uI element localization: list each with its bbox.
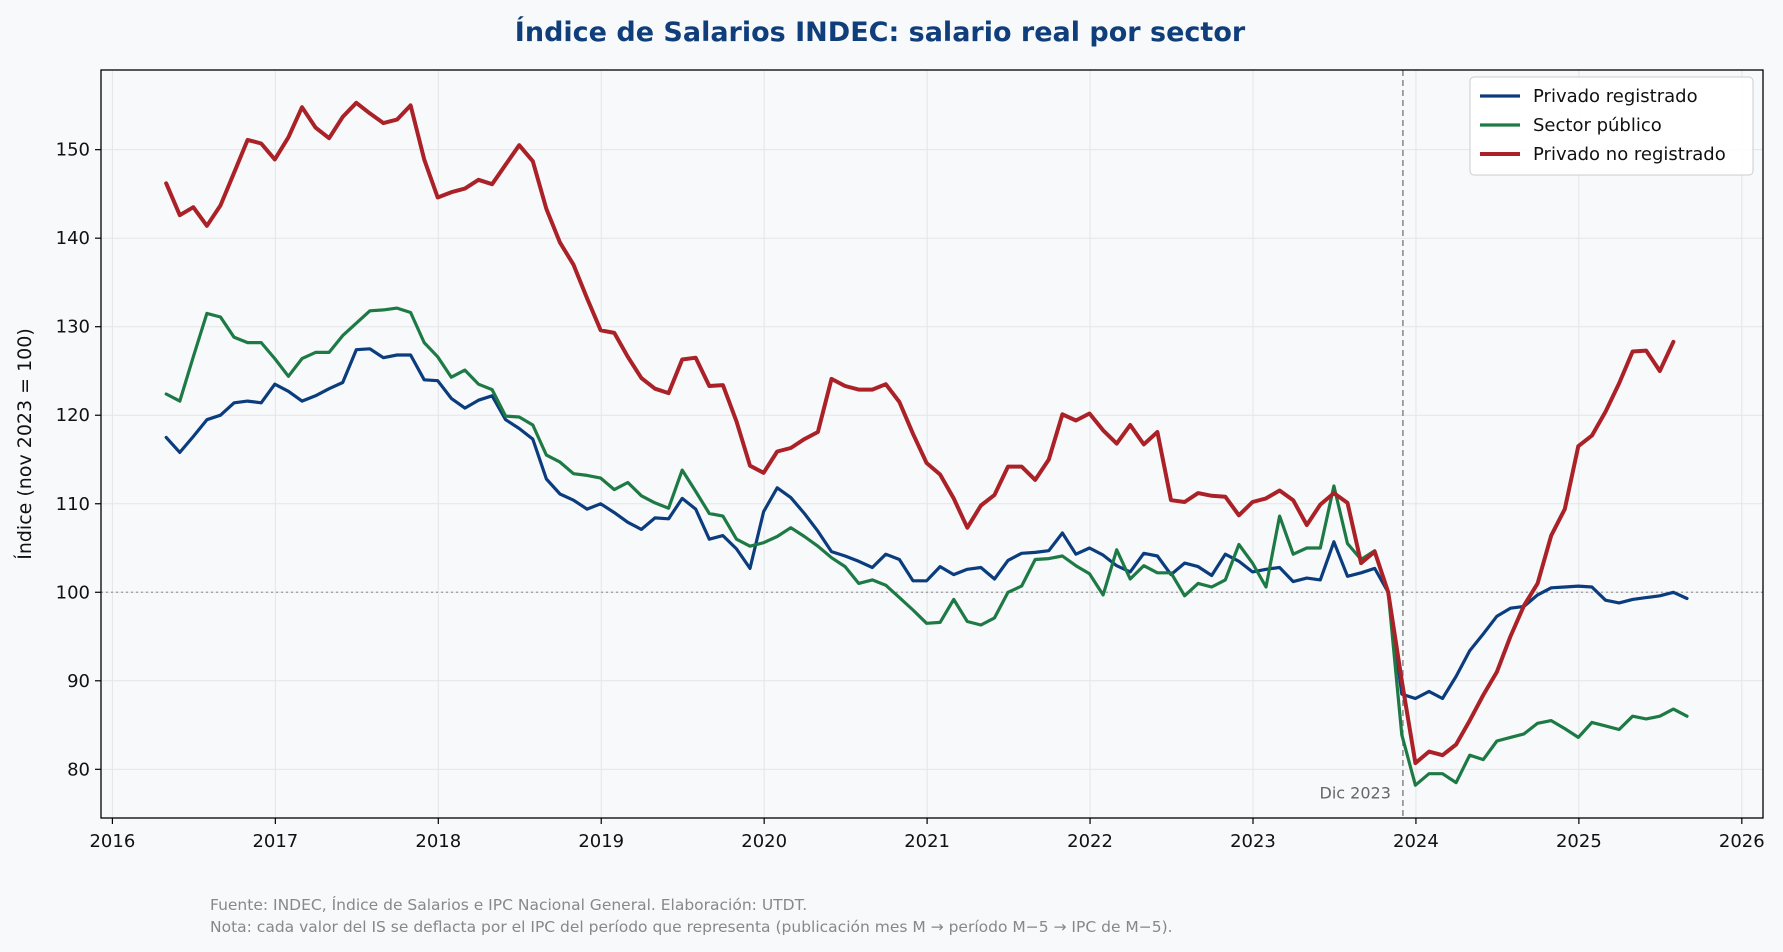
x-tick-label: 2016 <box>89 831 135 852</box>
x-tick-label: 2022 <box>1067 831 1113 852</box>
reference-lines: Dic 2023 <box>101 70 1763 818</box>
x-tick-label: 2026 <box>1719 831 1765 852</box>
x-tick-label: 2024 <box>1393 831 1439 852</box>
legend-box <box>1469 76 1754 176</box>
legend: Privado registrado Sector público Privado … <box>1469 76 1754 176</box>
y-tick-label: 120 <box>56 405 90 426</box>
y-tick-label: 130 <box>56 317 90 338</box>
grid <box>101 70 1763 818</box>
y-tick-label: 150 <box>56 140 90 161</box>
x-tick-label: 2023 <box>1230 831 1276 852</box>
y-tick-label: 140 <box>56 228 90 249</box>
plot-frame <box>100 69 1764 819</box>
series-line-3 <box>164 100 1676 766</box>
series-line-2 <box>164 306 1689 787</box>
y-tick-label: 100 <box>56 582 90 603</box>
x-tick-label: 2017 <box>252 831 298 852</box>
y-axis-label: Índice (nov 2023 = 100) <box>13 328 36 560</box>
axis-ticks: 2016 2017 2018 2019 2020 2021 2022 2023 2024 2025… <box>56 140 1765 852</box>
x-tick-label: 2019 <box>578 831 624 852</box>
x-tick-label: 2025 <box>1556 831 1602 852</box>
x-tick-label: 2018 <box>415 831 461 852</box>
x-tick-label: 2021 <box>904 831 950 852</box>
series-line-1 <box>164 347 1689 701</box>
legend-label: Privado registrado <box>1533 86 1698 107</box>
y-tick-label: 110 <box>56 494 90 515</box>
x-tick-label: 2020 <box>741 831 787 852</box>
y-tick-label: 90 <box>67 671 90 692</box>
source-note: Fuente: INDEC, Índice de Salarios e IPC … <box>210 896 808 914</box>
method-note: Nota: cada valor del IS se deflacta por … <box>210 918 1173 936</box>
chart-title: Índice de Salarios INDEC: salario real p… <box>515 16 1246 48</box>
footer: Fuente: INDEC, Índice de Salarios e IPC … <box>210 894 1173 938</box>
y-tick-label: 80 <box>67 759 90 780</box>
series-layer <box>164 100 1689 787</box>
vline-label: Dic 2023 <box>1320 783 1391 802</box>
legend-label: Privado no registrado <box>1533 144 1726 165</box>
legend-label: Sector público <box>1533 115 1662 136</box>
